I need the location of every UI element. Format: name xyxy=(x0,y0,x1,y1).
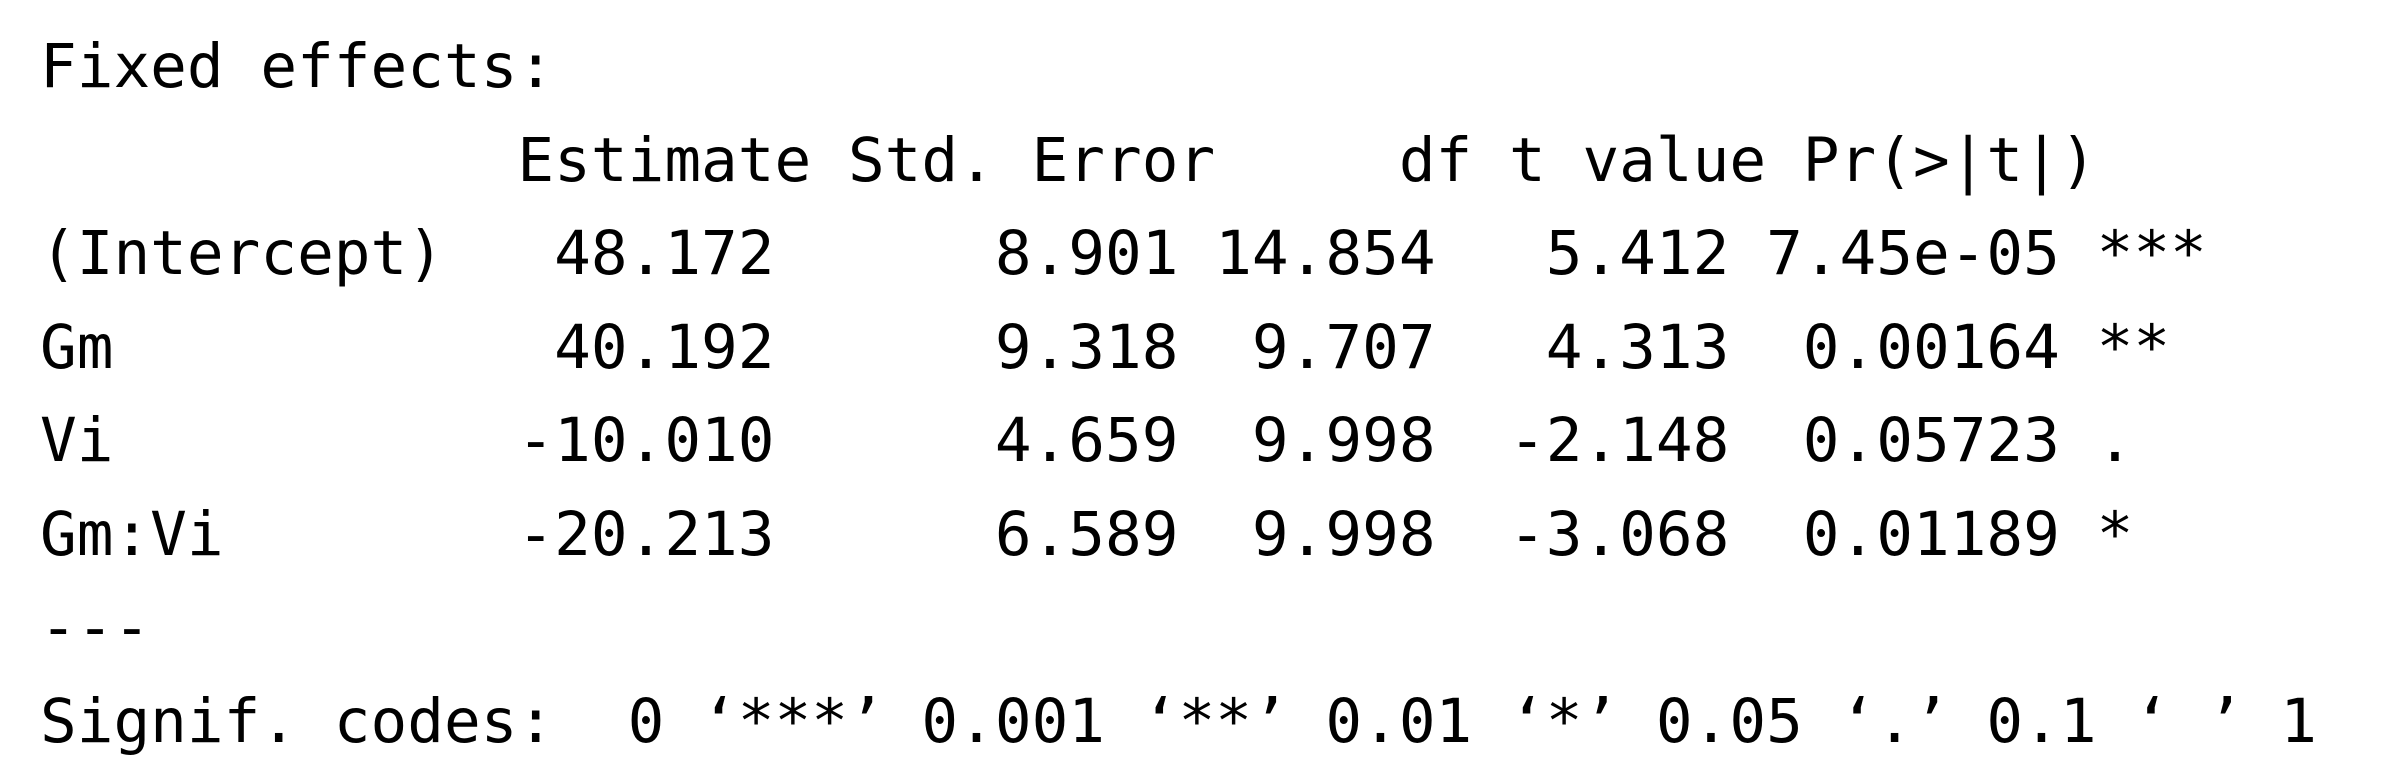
separator-line: --- xyxy=(40,592,151,663)
coefficient-row-intercept: (Intercept) 48.172 8.901 14.854 5.412 7.… xyxy=(40,218,2207,289)
coefficient-row-gm: Gm 40.192 9.318 9.707 4.313 0.00164 ** xyxy=(40,312,2207,383)
signif-codes-legend: Signif. codes: 0 ‘***’ 0.001 ‘**’ 0.01 ‘… xyxy=(40,686,2317,757)
coefficient-row-gm-vi: Gm:Vi -20.213 6.589 9.998 -3.068 0.01189… xyxy=(40,499,2207,570)
coefficient-row-vi: Vi -10.010 4.659 9.998 -2.148 0.05723 . xyxy=(40,405,2207,476)
column-header-row: Estimate Std. Error df t value Pr(>|t|) xyxy=(40,125,2244,196)
fixed-effects-heading: Fixed effects: xyxy=(40,31,555,102)
